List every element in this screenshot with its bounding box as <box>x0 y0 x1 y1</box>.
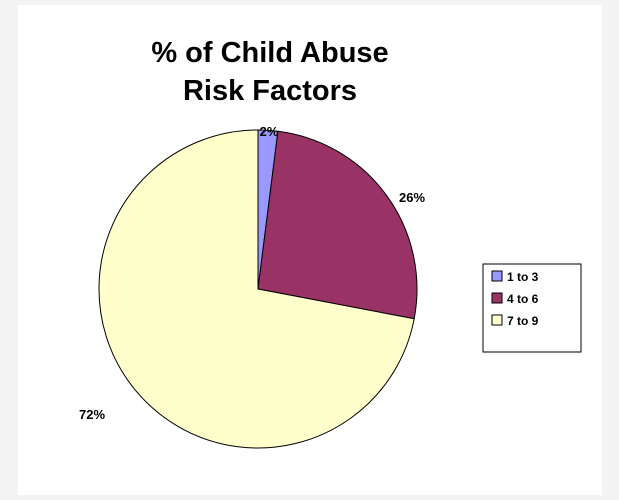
data-label-7-to-9: 72% <box>79 407 105 422</box>
legend-label-1-to-3: 1 to 3 <box>507 270 539 284</box>
chart-title: % of Child Abuse Risk Factors <box>151 37 388 107</box>
data-label-1-to-3: 2% <box>260 124 279 139</box>
chart-title-line-2: Risk Factors <box>183 75 357 107</box>
chart-area: % of Child Abuse Risk Factors 2% 26% 72% 1… <box>18 5 602 495</box>
legend: 1 to 3 4 to 6 7 to 9 <box>482 263 582 353</box>
pie-slice-7-to-9 <box>98 129 415 449</box>
legend-swatch-1-to-3 <box>491 270 503 282</box>
pie <box>98 129 418 449</box>
pie-slice-4-to-6 <box>257 130 418 320</box>
chart-title-line-1: % of Child Abuse <box>151 37 388 69</box>
legend-swatch-7-to-9 <box>491 314 503 326</box>
data-label-4-to-6: 26% <box>399 190 425 205</box>
legend-label-7-to-9: 7 to 9 <box>507 314 539 328</box>
legend-swatch-4-to-6 <box>491 292 503 304</box>
data-labels: 2% 26% 72% <box>79 124 425 422</box>
legend-label-4-to-6: 4 to 6 <box>507 292 539 306</box>
pie-chart: % of Child Abuse Risk Factors 2% 26% 72% 1… <box>79 37 582 449</box>
